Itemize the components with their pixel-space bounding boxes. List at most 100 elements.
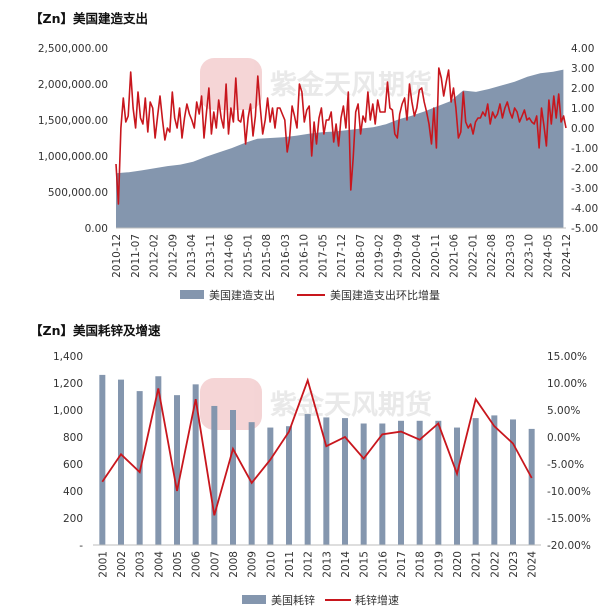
x-tick-label: 2007: [209, 551, 221, 578]
left-tick-label: 600: [63, 459, 83, 471]
right-tick-label: 0.00: [571, 123, 594, 135]
right-tick-label: 4.00: [571, 43, 594, 55]
x-tick-label: 2024: [527, 551, 539, 578]
right-tick-label: -3.00: [571, 183, 598, 195]
x-tick-label: 2008: [228, 551, 240, 578]
bar-zinc-consumption: [416, 420, 423, 545]
legend-swatch-zinc: [242, 595, 266, 604]
left-tick-label: 1,000,000.00: [38, 151, 108, 163]
legend-label-spending: 美国建造支出: [209, 288, 275, 302]
x-tick-label: 2015-01: [242, 234, 254, 278]
chart1-title: 【Zn】美国建造支出: [30, 11, 148, 26]
bar-zinc-consumption: [510, 419, 516, 545]
x-tick-label: 2023: [508, 551, 520, 578]
bar-zinc-consumption: [118, 379, 124, 545]
construction-spending-area: [116, 69, 564, 228]
bar-zinc-consumption: [155, 376, 162, 545]
x-tick-label: 2012: [303, 551, 315, 578]
bar-zinc-consumption: [230, 410, 236, 545]
left-tick-label: -: [79, 540, 83, 552]
x-tick-label: 2023-10: [524, 234, 536, 278]
x-tick-label: 2019-09: [392, 234, 404, 278]
legend-label-mom: 美国建造支出环比增量: [330, 288, 440, 302]
x-tick-label: 2018-07: [355, 234, 367, 278]
x-tick-label: 2015-08: [261, 234, 273, 278]
x-tick-label: 2010: [265, 551, 277, 578]
bar-zinc-consumption: [528, 428, 535, 545]
x-tick-label: 2022-01: [467, 234, 479, 278]
right-tick-label: -5.00: [571, 223, 598, 235]
zinc-growth-line: [101, 377, 533, 516]
watermark-badge: [200, 58, 262, 110]
x-tick-label: 2013-04: [186, 234, 198, 278]
right-tick-label: -2.00: [571, 163, 598, 175]
x-tick-label: 2016: [377, 551, 389, 578]
x-tick-label: 2020-04: [411, 234, 423, 278]
bar-zinc-consumption: [491, 415, 498, 545]
x-tick-label: 2004: [153, 551, 165, 578]
bar-zinc-consumption: [323, 417, 330, 545]
x-tick-label: 2020-11: [430, 234, 442, 278]
bar-zinc-consumption: [304, 414, 311, 545]
bar-zinc-consumption: [342, 418, 348, 545]
right-tick-label: -5.00%: [547, 459, 584, 471]
bar-zinc-consumption: [286, 426, 292, 545]
left-tick-label: 2,500,000.00: [38, 43, 108, 55]
bar-zinc-consumption: [379, 423, 386, 545]
bar-zinc-consumption: [435, 420, 442, 545]
x-tick-label: 2024-12: [561, 234, 573, 278]
x-tick-label: 2017-05: [317, 234, 329, 278]
right-tick-label: 1.00: [571, 103, 594, 115]
x-tick-label: 2011-07: [130, 234, 142, 278]
watermark-logo: 紫金天风期货: [200, 378, 432, 430]
x-tick-label: 2005: [172, 551, 184, 578]
left-tick-label: 200: [63, 513, 83, 525]
bar-zinc-consumption: [99, 374, 106, 545]
x-tick-label: 2014-06: [224, 234, 236, 278]
x-tick-label: 2003: [135, 551, 147, 578]
left-tick-label: 2,000,000.00: [38, 79, 108, 91]
bar-zinc-consumption: [267, 427, 274, 545]
x-tick-label: 2012-02: [149, 234, 161, 278]
x-tick-label: 2009: [247, 551, 259, 578]
bar-zinc-consumption: [211, 405, 218, 545]
legend-swatch-spending: [180, 290, 204, 299]
mom-increment-line: [115, 67, 567, 205]
legend-label-zinc: 美国耗锌: [271, 593, 315, 607]
x-tick-label: 2011: [284, 551, 296, 578]
x-tick-label: 2014: [340, 551, 352, 578]
x-tick-label: 2020: [452, 551, 464, 578]
left-tick-label: 1,200: [53, 378, 83, 390]
x-tick-label: 2016-03: [280, 234, 292, 278]
right-tick-label: 0.00%: [547, 432, 580, 444]
x-tick-label: 2001: [97, 551, 109, 578]
x-tick-label: 2023-03: [505, 234, 517, 278]
x-tick-label: 2021: [471, 551, 483, 578]
right-tick-label: -4.00: [571, 203, 598, 215]
x-tick-label: 2018: [415, 551, 427, 578]
right-tick-label: -1.00: [571, 143, 598, 155]
left-tick-label: 0.00: [85, 223, 108, 235]
right-tick-label: -20.00%: [547, 540, 591, 552]
x-tick-label: 2012-09: [167, 234, 179, 278]
left-tick-label: 500,000.00: [48, 187, 108, 199]
bar-zinc-consumption: [136, 391, 143, 545]
legend-label-growth: 耗锌增速: [355, 593, 399, 607]
x-tick-label: 2021-06: [449, 234, 461, 278]
right-tick-label: 5.00%: [547, 405, 580, 417]
x-tick-label: 2002: [116, 551, 128, 578]
x-tick-label: 2006: [191, 551, 203, 578]
bar-zinc-consumption: [454, 427, 460, 545]
x-tick-label: 2022-08: [486, 234, 498, 278]
right-tick-label: 15.00%: [547, 351, 587, 363]
x-tick-label: 2019-02: [374, 234, 386, 278]
x-tick-label: 2022: [489, 551, 501, 578]
left-tick-label: 800: [63, 432, 83, 444]
bar-zinc-consumption: [472, 418, 479, 545]
bar-zinc-consumption: [398, 420, 404, 545]
watermark-text: 紫金天风期货: [270, 389, 432, 421]
x-tick-label: 2010-12: [111, 234, 123, 278]
right-tick-label: -10.00%: [547, 486, 591, 498]
x-tick-label: 2017: [396, 551, 408, 578]
